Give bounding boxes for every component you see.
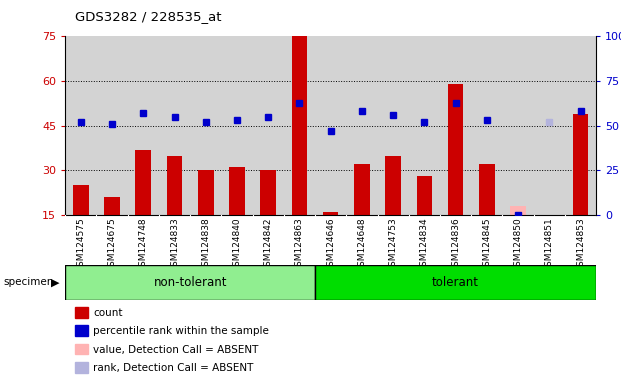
- Bar: [533, 36, 565, 215]
- Text: GSM124646: GSM124646: [326, 217, 335, 272]
- Bar: [448, 84, 463, 215]
- Bar: [323, 212, 338, 215]
- Text: specimen: specimen: [3, 277, 53, 287]
- Bar: [159, 36, 190, 215]
- Bar: [573, 114, 588, 215]
- Text: GSM124836: GSM124836: [451, 217, 460, 272]
- Bar: [510, 206, 526, 215]
- Bar: [440, 36, 471, 215]
- Text: GSM124845: GSM124845: [483, 217, 491, 272]
- Bar: [417, 176, 432, 215]
- Text: ▶: ▶: [51, 277, 60, 287]
- Bar: [65, 265, 315, 300]
- Bar: [502, 36, 533, 215]
- Bar: [471, 36, 502, 215]
- Text: count: count: [93, 308, 123, 318]
- Text: GSM124850: GSM124850: [514, 217, 523, 272]
- Bar: [260, 170, 276, 215]
- Text: GSM124842: GSM124842: [264, 217, 273, 272]
- Bar: [479, 164, 495, 215]
- Bar: [198, 170, 214, 215]
- Text: GSM124840: GSM124840: [232, 217, 242, 272]
- Bar: [65, 36, 96, 215]
- Bar: [253, 36, 284, 215]
- Bar: [347, 36, 378, 215]
- Bar: [190, 36, 221, 215]
- Bar: [284, 36, 315, 215]
- Text: GDS3282 / 228535_at: GDS3282 / 228535_at: [75, 10, 221, 23]
- Text: GSM124675: GSM124675: [107, 217, 117, 272]
- Text: percentile rank within the sample: percentile rank within the sample: [93, 326, 269, 336]
- Text: tolerant: tolerant: [432, 276, 479, 289]
- Bar: [292, 36, 307, 215]
- Bar: [565, 36, 596, 215]
- Bar: [315, 36, 347, 215]
- Bar: [128, 36, 159, 215]
- Text: value, Detection Call = ABSENT: value, Detection Call = ABSENT: [93, 345, 258, 355]
- Bar: [221, 36, 253, 215]
- Bar: [96, 36, 128, 215]
- Bar: [315, 265, 596, 300]
- Text: GSM124834: GSM124834: [420, 217, 429, 272]
- Bar: [166, 156, 183, 215]
- Bar: [386, 156, 401, 215]
- Text: GSM124648: GSM124648: [358, 217, 366, 272]
- Text: GSM124838: GSM124838: [201, 217, 211, 272]
- Bar: [229, 167, 245, 215]
- Bar: [354, 164, 369, 215]
- Text: rank, Detection Call = ABSENT: rank, Detection Call = ABSENT: [93, 363, 253, 373]
- Text: GSM124575: GSM124575: [76, 217, 85, 272]
- Bar: [73, 185, 89, 215]
- Text: GSM124853: GSM124853: [576, 217, 585, 272]
- Bar: [135, 149, 151, 215]
- Bar: [104, 197, 120, 215]
- Bar: [378, 36, 409, 215]
- Text: GSM124851: GSM124851: [545, 217, 554, 272]
- Text: GSM124863: GSM124863: [295, 217, 304, 272]
- Bar: [409, 36, 440, 215]
- Text: GSM124833: GSM124833: [170, 217, 179, 272]
- Text: GSM124748: GSM124748: [138, 217, 148, 272]
- Text: non-tolerant: non-tolerant: [153, 276, 227, 289]
- Text: GSM124753: GSM124753: [389, 217, 397, 272]
